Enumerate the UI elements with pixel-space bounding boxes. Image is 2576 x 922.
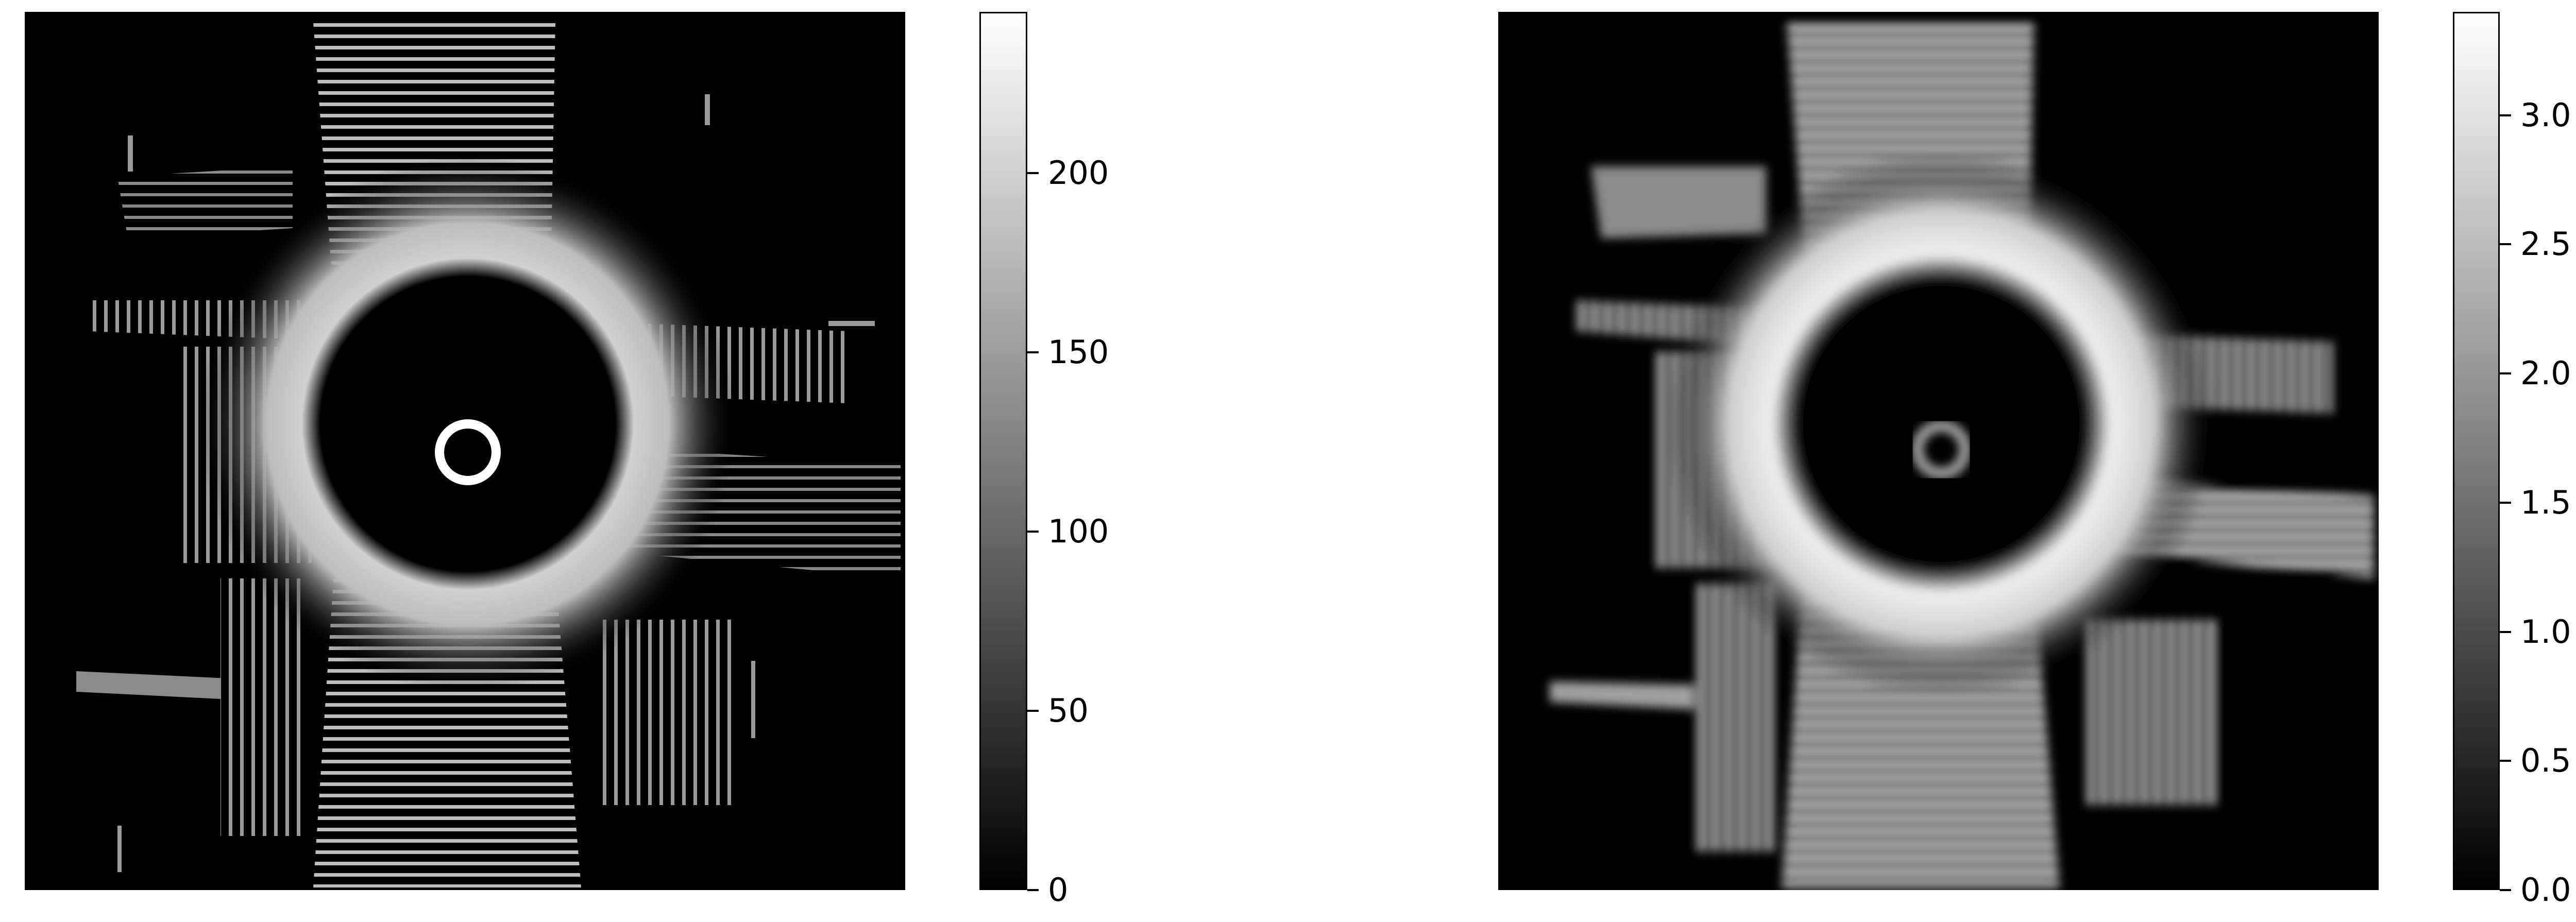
colorbar-tick-mark: [2500, 630, 2511, 633]
colorbar-tick-mark: [1027, 351, 1039, 354]
colorbar-tick-label: 200: [1048, 154, 1109, 192]
colorbar-tick-mark: [1027, 889, 1039, 891]
colorbar-tick-mark: [2500, 114, 2511, 116]
colorbar-tick-label: 2.0: [2520, 354, 2571, 392]
right-colorbar: [2453, 12, 2500, 890]
left-colorbar: [979, 12, 1027, 890]
colorbar-tick-label: 100: [1048, 513, 1109, 551]
colorbar-tick-mark: [1027, 710, 1039, 712]
colorbar-tick-label: 1.5: [2520, 483, 2571, 521]
colorbar-tick-mark: [2500, 889, 2511, 891]
smoothed-lidar-image: [1550, 22, 2374, 887]
ego-ring: [1911, 420, 1971, 480]
colorbar-tick-mark: [1027, 531, 1039, 533]
colorbar-tick-label: 0.5: [2520, 742, 2571, 780]
colorbar-tick-label: 3.0: [2520, 96, 2571, 134]
colorbar-tick-label: 1.0: [2520, 612, 2571, 651]
colorbar-tick-label: 0: [1048, 871, 1069, 909]
colorbar-tick-mark: [2500, 243, 2511, 246]
colorbar-tick-mark: [2500, 501, 2511, 504]
colorbar-tick-label: 150: [1048, 333, 1109, 371]
colorbar-tick-mark: [2500, 760, 2511, 762]
colorbar-tick-label: 0.0: [2520, 871, 2571, 909]
left-image-panel: [25, 12, 905, 890]
colorbar-tick-mark: [2500, 372, 2511, 375]
right-image-panel: [1498, 12, 2379, 890]
colorbar-tick-label: 50: [1048, 692, 1089, 730]
raw-lidar-image: [76, 22, 901, 887]
ego-ring: [435, 419, 501, 485]
colorbar-tick-label: 2.5: [2520, 225, 2571, 263]
colorbar-tick-mark: [1027, 172, 1039, 175]
